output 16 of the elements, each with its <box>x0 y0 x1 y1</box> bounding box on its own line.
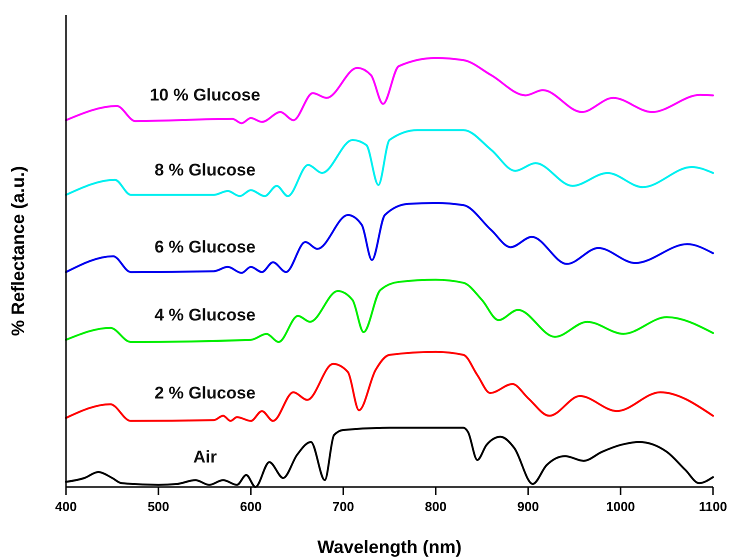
series-label: 8 % Glucose <box>154 160 256 180</box>
series-label: 10 % Glucose <box>150 86 260 105</box>
x-tick-label: 1000 <box>606 499 636 514</box>
x-tick-label: 800 <box>424 499 447 514</box>
series-label: 4 % Glucose <box>154 305 256 324</box>
series-label: 2 % Glucose <box>154 383 256 402</box>
x-tick-label: 700 <box>332 499 354 514</box>
x-tick-label: 600 <box>240 499 262 514</box>
x-tick-label: 400 <box>55 499 77 514</box>
series-label: Air <box>193 447 218 466</box>
x-tick-label: 900 <box>517 499 539 514</box>
x-tick-label: 500 <box>148 499 170 514</box>
y-axis-title: % Reflectance (a.u.) <box>8 166 28 336</box>
x-tick-label: 1100 <box>698 499 728 514</box>
series-label: 6 % Glucose <box>154 238 256 257</box>
x-axis-title: Wavelength (nm) <box>317 537 462 557</box>
